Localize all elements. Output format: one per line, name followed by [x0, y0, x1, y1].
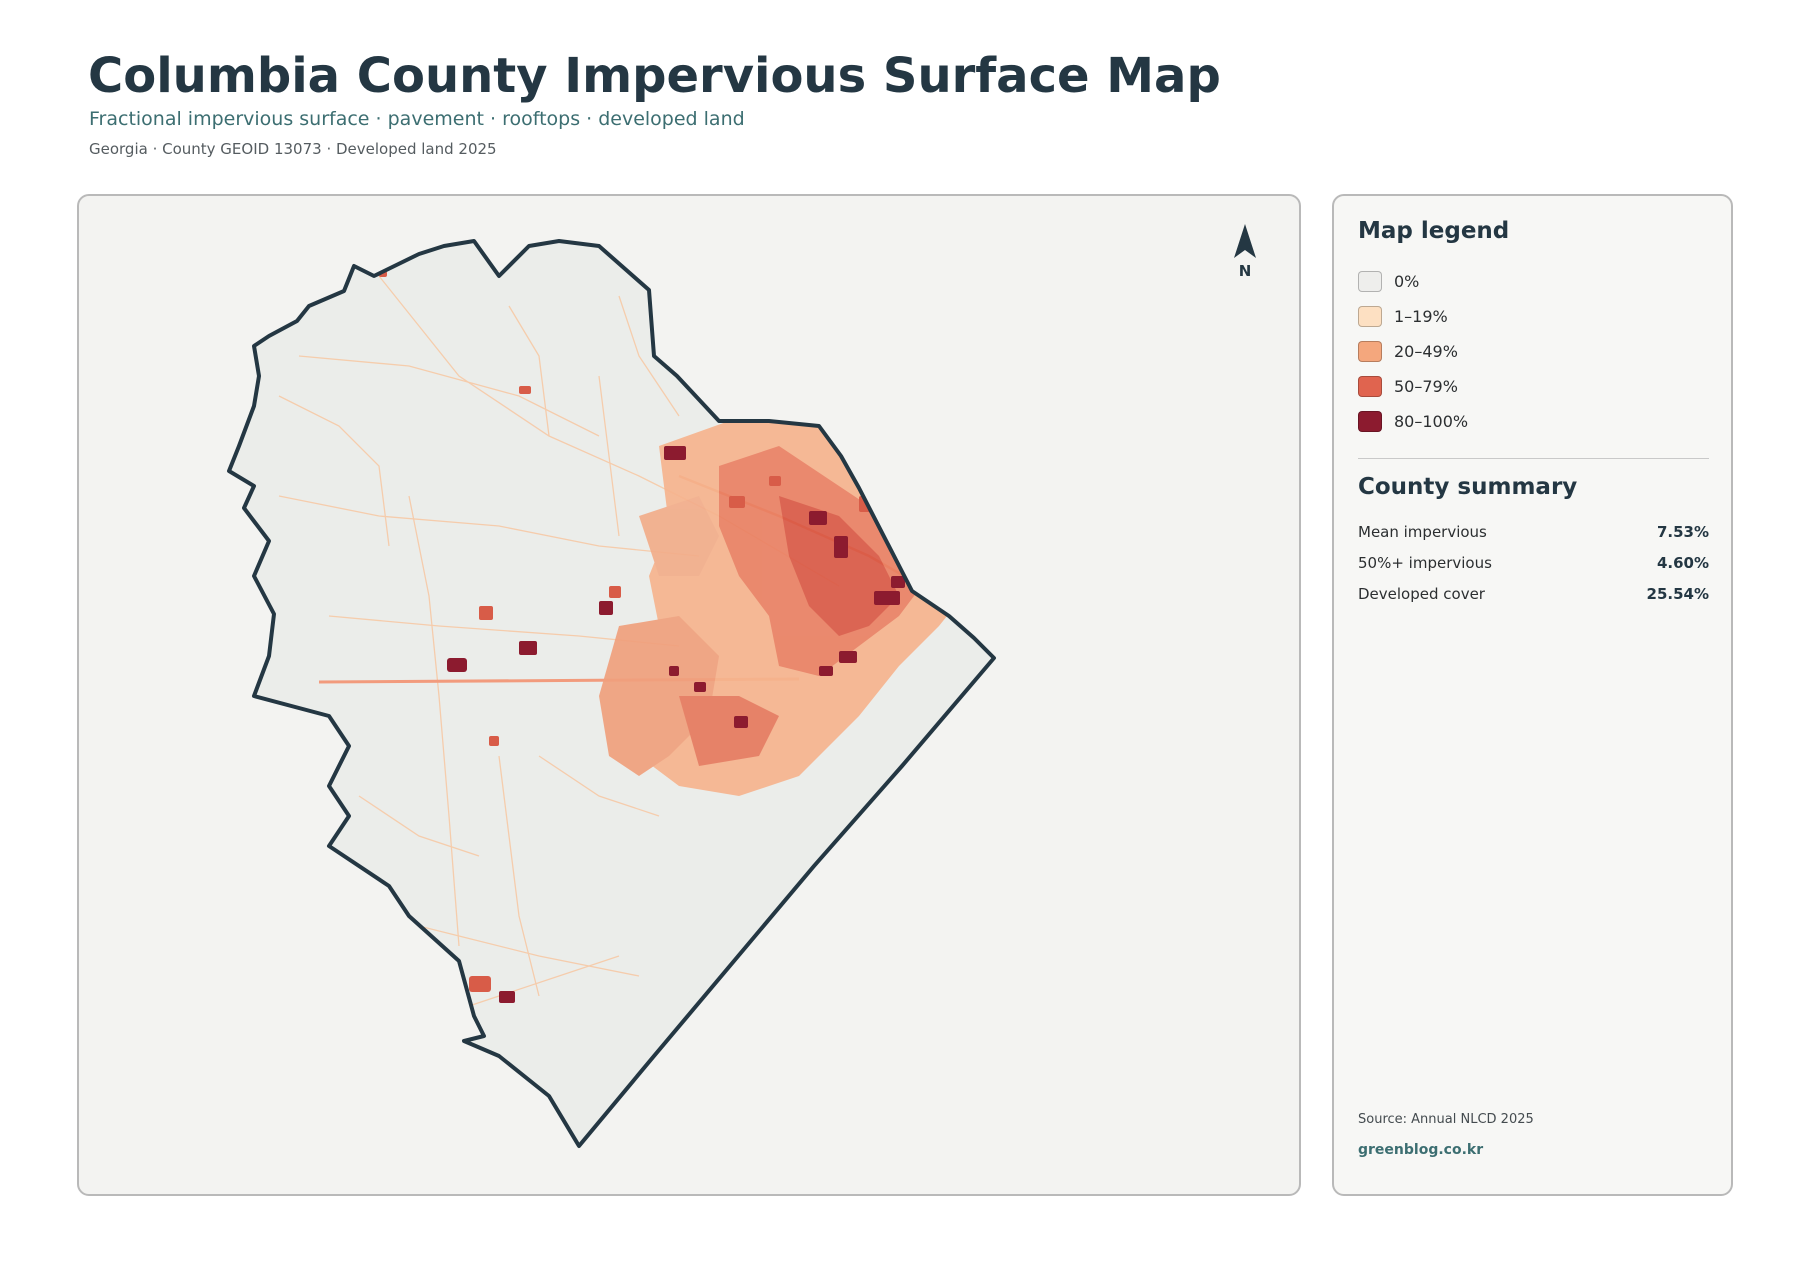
page-meta: Georgia · County GEOID 13073 · Developed…	[89, 140, 497, 158]
legend-swatch	[1358, 411, 1382, 432]
legend-item: 50–79%	[1358, 369, 1468, 404]
summary-row: 50%+ impervious 4.60%	[1358, 547, 1709, 578]
legend-swatch	[1358, 271, 1382, 292]
legend-label: 80–100%	[1394, 412, 1469, 431]
county-map[interactable]	[79, 196, 1301, 1196]
page-subtitle: Fractional impervious surface · pavement…	[89, 108, 745, 130]
summary-value: 25.54%	[1646, 584, 1709, 603]
summary-label: Developed cover	[1358, 584, 1485, 603]
summary-label: 50%+ impervious	[1358, 553, 1492, 572]
section-divider	[1358, 458, 1709, 459]
summary-row: Mean impervious 7.53%	[1358, 516, 1709, 547]
page-title: Columbia County Impervious Surface Map	[88, 48, 1221, 104]
summary-row: Developed cover 25.54%	[1358, 578, 1709, 609]
summary-value: 4.60%	[1656, 553, 1709, 572]
north-label: N	[1238, 262, 1252, 280]
side-panel: Map legend 0% 1–19% 20–49% 50–79% 80–100…	[1332, 194, 1733, 1196]
north-arrow: N	[1219, 224, 1271, 280]
legend-label: 1–19%	[1394, 307, 1448, 326]
legend-title: Map legend	[1358, 218, 1510, 244]
legend-item: 20–49%	[1358, 334, 1468, 369]
legend-list: 0% 1–19% 20–49% 50–79% 80–100%	[1358, 264, 1468, 439]
summary-title: County summary	[1358, 474, 1578, 500]
legend-swatch	[1358, 341, 1382, 362]
summary-value: 7.53%	[1656, 522, 1709, 541]
legend-item: 80–100%	[1358, 404, 1468, 439]
summary-label: Mean impervious	[1358, 522, 1487, 541]
legend-swatch	[1358, 376, 1382, 397]
legend-label: 50–79%	[1394, 377, 1458, 396]
summary-stats: Mean impervious 7.53% 50%+ impervious 4.…	[1358, 516, 1709, 609]
brand-link[interactable]: greenblog.co.kr	[1358, 1142, 1484, 1158]
legend-label: 20–49%	[1394, 342, 1458, 361]
legend-item: 0%	[1358, 264, 1468, 299]
source-note: Source: Annual NLCD 2025	[1358, 1112, 1534, 1127]
legend-item: 1–19%	[1358, 299, 1468, 334]
north-arrow-icon	[1234, 224, 1256, 258]
legend-label: 0%	[1394, 272, 1420, 291]
county-boundary	[227, 239, 996, 1148]
map-panel[interactable]	[77, 194, 1301, 1196]
legend-swatch	[1358, 306, 1382, 327]
